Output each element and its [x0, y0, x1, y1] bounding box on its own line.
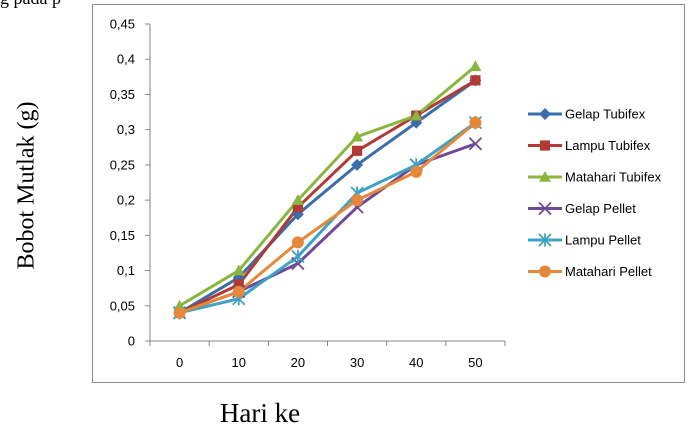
data-point — [469, 117, 481, 129]
data-point — [292, 236, 304, 248]
legend-item: Matahari Tubifex — [528, 170, 662, 185]
x-tick-labels: 0 10 20 30 40 50 — [176, 355, 483, 370]
legend-label: Matahari Pellet — [565, 264, 652, 279]
legend-label: Gelap Tubifex — [565, 107, 646, 122]
x-tick-label: 10 — [232, 355, 246, 370]
data-point — [469, 60, 481, 71]
series-line — [180, 123, 476, 313]
legend-item: Gelap Tubifex — [528, 107, 646, 122]
x-tick-label: 50 — [468, 355, 482, 370]
y-tick-label: 0,3 — [117, 122, 135, 137]
x-tick-label: 0 — [176, 355, 183, 370]
y-tick-label: 0 — [128, 334, 135, 349]
data-point — [410, 166, 422, 178]
series-line — [180, 123, 476, 313]
data-point — [470, 75, 480, 85]
legend-item: Matahari Pellet — [528, 264, 652, 279]
legend-item: Lampu Tubifex — [528, 138, 651, 153]
legend-label: Lampu Tubifex — [565, 138, 651, 153]
series-line — [180, 66, 476, 306]
y-tick-label: 0,45 — [110, 17, 135, 32]
data-point — [292, 250, 304, 263]
legend-label: Matahari Tubifex — [565, 170, 662, 185]
legend-item: Gelap Pellet — [528, 201, 636, 216]
legend-item: Lampu Pellet — [528, 233, 641, 248]
series-lines — [180, 66, 476, 313]
legend-label: Gelap Pellet — [565, 201, 636, 216]
x-tick-label: 40 — [409, 355, 423, 370]
data-point — [233, 286, 245, 298]
data-point — [539, 266, 551, 278]
y-tick-label: 0,35 — [110, 87, 135, 102]
x-tick-label: 20 — [291, 355, 305, 370]
data-point — [352, 146, 362, 156]
y-tick-label: 0,05 — [110, 298, 135, 313]
y-tick-labels: 0 0,05 0,1 0,15 0,2 0,25 0,3 0,35 0,4 0,45 — [110, 17, 135, 349]
axes — [145, 24, 505, 346]
y-tick-label: 0,4 — [117, 52, 135, 67]
data-point — [351, 194, 363, 206]
legend: Gelap Tubifex Lampu Tubifex Matahari Tubif… — [528, 107, 662, 280]
y-tick-label: 0,1 — [117, 263, 135, 278]
y-tick-label: 0,15 — [110, 228, 135, 243]
data-point — [539, 108, 551, 120]
x-axis-label: Hari ke — [200, 398, 320, 429]
x-tick-label: 30 — [350, 355, 364, 370]
legend-label: Lampu Pellet — [565, 233, 641, 248]
data-point — [540, 140, 550, 150]
y-tick-label: 0,25 — [110, 157, 135, 172]
data-point — [174, 307, 186, 319]
y-tick-label: 0,2 — [117, 193, 135, 208]
